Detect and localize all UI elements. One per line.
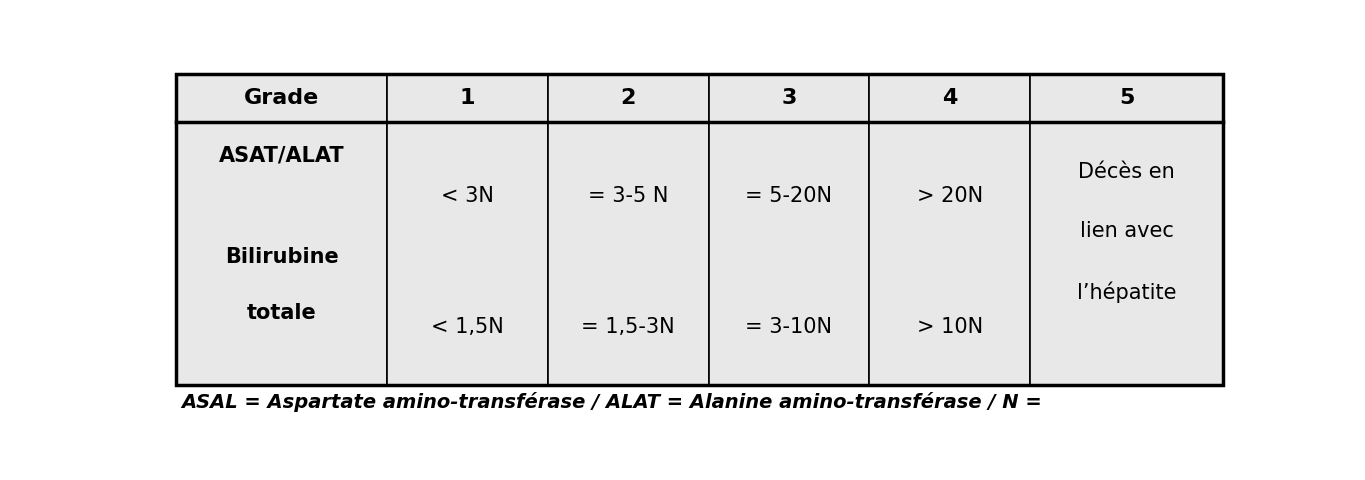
Text: < 1,5N: < 1,5N — [431, 317, 504, 337]
Bar — [388, 122, 547, 384]
Bar — [176, 74, 1223, 384]
Text: Bilirubine

totale: Bilirubine totale — [225, 247, 339, 323]
Text: = 5-20N: = 5-20N — [745, 186, 833, 206]
Bar — [388, 74, 547, 122]
Bar — [870, 74, 1031, 122]
Text: Décès en

lien avec

l’hépatite: Décès en lien avec l’hépatite — [1077, 162, 1177, 303]
Text: 3: 3 — [781, 88, 797, 108]
Text: < 3N: < 3N — [441, 186, 494, 206]
Bar — [547, 74, 708, 122]
Text: Grade: Grade — [244, 88, 319, 108]
Bar — [708, 122, 870, 384]
Text: 1: 1 — [460, 88, 475, 108]
Text: = 1,5-3N: = 1,5-3N — [581, 317, 676, 337]
Text: ASAT/ALAT: ASAT/ALAT — [218, 146, 344, 166]
Bar — [1031, 122, 1223, 384]
Bar — [547, 122, 708, 384]
Bar — [176, 74, 388, 122]
Text: 5: 5 — [1119, 88, 1134, 108]
Text: = 3-5 N: = 3-5 N — [588, 186, 669, 206]
Text: > 10N: > 10N — [916, 317, 983, 337]
Text: = 3-10N: = 3-10N — [745, 317, 833, 337]
Bar — [870, 122, 1031, 384]
Text: 2: 2 — [621, 88, 636, 108]
Bar — [176, 122, 388, 384]
Text: 4: 4 — [942, 88, 957, 108]
Text: ASAL = Aspartate amino-transférase / ALAT = Alanine amino-transférase / N =: ASAL = Aspartate amino-transférase / ALA… — [182, 393, 1041, 412]
Bar — [708, 74, 870, 122]
Bar — [1031, 74, 1223, 122]
Text: > 20N: > 20N — [916, 186, 983, 206]
